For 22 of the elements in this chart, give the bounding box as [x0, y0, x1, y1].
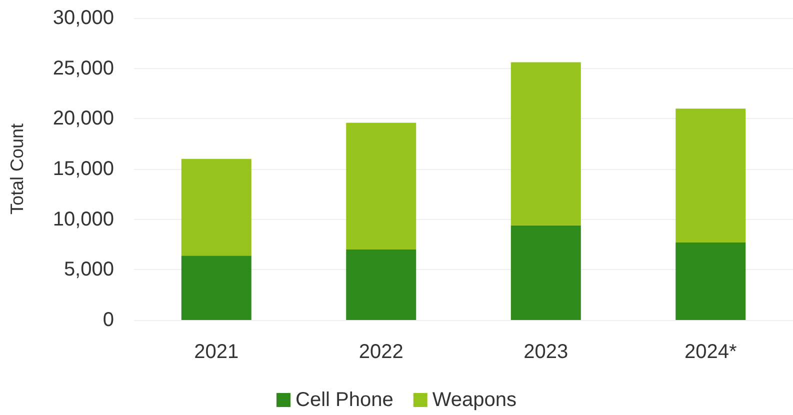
y-axis-title: Total Count — [7, 123, 27, 215]
y-tick-label: 5,000 — [64, 258, 114, 281]
x-tick-label: 2022 — [358, 341, 404, 363]
bar — [510, 225, 581, 320]
y-tick-label: 10,000 — [52, 208, 114, 230]
bar — [181, 256, 252, 320]
y-tick-label: 0 — [102, 309, 114, 331]
x-tick-label: 2023 — [524, 341, 568, 363]
legend-label: Weapons — [432, 389, 516, 411]
y-tick-label: 30,000 — [52, 7, 114, 29]
bar — [181, 158, 252, 256]
bar — [346, 122, 416, 250]
x-tick-label: 2021 — [194, 341, 239, 363]
y-tick-label: 25,000 — [52, 57, 114, 80]
y-tick-label: 20,000 — [52, 108, 114, 130]
y-tick-label: 15,000 — [52, 158, 114, 180]
bar — [510, 62, 581, 226]
bar — [676, 242, 746, 320]
bar — [346, 250, 416, 320]
legend-label: Cell Phone — [296, 389, 394, 411]
bar — [676, 108, 746, 242]
x-tick-label: 2024* — [684, 341, 737, 363]
